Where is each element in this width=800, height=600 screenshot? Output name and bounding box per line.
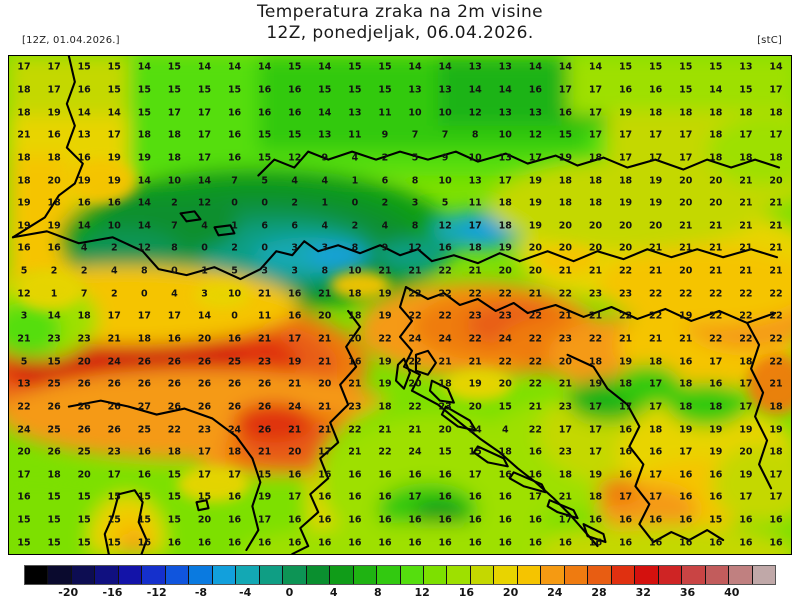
unit-stamp: [stC] — [757, 35, 782, 46]
colorbar-swatch — [517, 566, 542, 584]
colorbar-tick: 16 — [458, 586, 474, 599]
colorbar-swatch — [95, 566, 119, 584]
colorbar-swatch — [48, 566, 72, 584]
colorbar-swatch — [611, 566, 636, 584]
colorbar-tick: -8 — [194, 586, 208, 599]
model-run-stamp: [12Z, 01.04.2026.] — [22, 35, 120, 46]
colorbar-legend[interactable]: -20 -16 -12 -8 -4 0 4 8 12 16 20 24 28 32 36 40 — [24, 565, 776, 599]
colorbar-tick: -20 — [58, 586, 79, 599]
colorbar-tick: 12 — [414, 586, 430, 599]
colorbar-tick: -12 — [146, 586, 167, 599]
colorbar-swatch — [682, 566, 706, 584]
colorbar-swatch — [564, 566, 589, 584]
colorbar-tick: 4 — [329, 586, 338, 599]
colorbar-swatch — [541, 566, 565, 584]
colorbar-tick: 24 — [547, 586, 563, 599]
colorbar-swatch — [236, 566, 260, 584]
colorbar-swatch — [118, 566, 143, 584]
colorbar-swatch — [189, 566, 213, 584]
colorbar-tick: 8 — [374, 586, 382, 599]
colorbar-swatch — [212, 566, 237, 584]
coastline-layer — [11, 56, 781, 554]
colorbar-swatch — [494, 566, 518, 584]
colorbar-swatch — [377, 566, 401, 584]
title-line-1: Temperatura zraka na 2m visine — [256, 2, 544, 22]
colorbar-swatch — [588, 566, 612, 584]
temperature-field — [9, 56, 791, 554]
colorbar-swatches — [24, 565, 776, 585]
colorbar-swatch — [353, 566, 378, 584]
colorbar-tick: 36 — [679, 586, 696, 599]
colorbar-tick: 28 — [591, 586, 607, 599]
colorbar-tick: 32 — [635, 586, 651, 599]
colorbar-swatch — [635, 566, 659, 584]
colorbar-swatch — [330, 566, 354, 584]
title-line-2: 12Z, ponedjeljak, 06.04.2026. — [266, 23, 534, 43]
colorbar-swatch — [165, 566, 190, 584]
colorbar-swatch — [423, 566, 448, 584]
colorbar-tick: -4 — [239, 586, 252, 599]
colorbar-swatch — [400, 566, 424, 584]
colorbar-tick: 0 — [285, 586, 294, 599]
colorbar-swatch — [752, 566, 775, 584]
colorbar-swatch — [658, 566, 683, 584]
colorbar-swatch — [283, 566, 307, 584]
colorbar-swatch — [306, 566, 331, 584]
colorbar-tick: -16 — [102, 586, 123, 599]
colorbar-swatch — [25, 566, 49, 584]
colorbar-tick-labels: -20 -16 -12 -8 -4 0 4 8 12 16 20 24 28 32 36 40 — [24, 585, 776, 599]
colorbar-swatch — [142, 566, 166, 584]
colorbar-swatch — [447, 566, 471, 584]
colorbar-tick: 40 — [724, 586, 740, 599]
page-title: Temperatura zraka na 2m visine 12Z, pone… — [0, 2, 800, 44]
colorbar-swatch — [705, 566, 730, 584]
colorbar-swatch — [259, 566, 284, 584]
colorbar-swatch — [729, 566, 753, 584]
colorbar-swatch — [71, 566, 96, 584]
colorbar-tick: 20 — [502, 586, 519, 599]
temperature-map[interactable]: 17 17 15 15 14 15 14 14 14 15 14 15 15 14 14 13 13 14 14 14… — [8, 55, 792, 555]
colorbar-swatch — [470, 566, 495, 584]
chart-header: Temperatura zraka na 2m visine 12Z, pone… — [0, 0, 800, 55]
